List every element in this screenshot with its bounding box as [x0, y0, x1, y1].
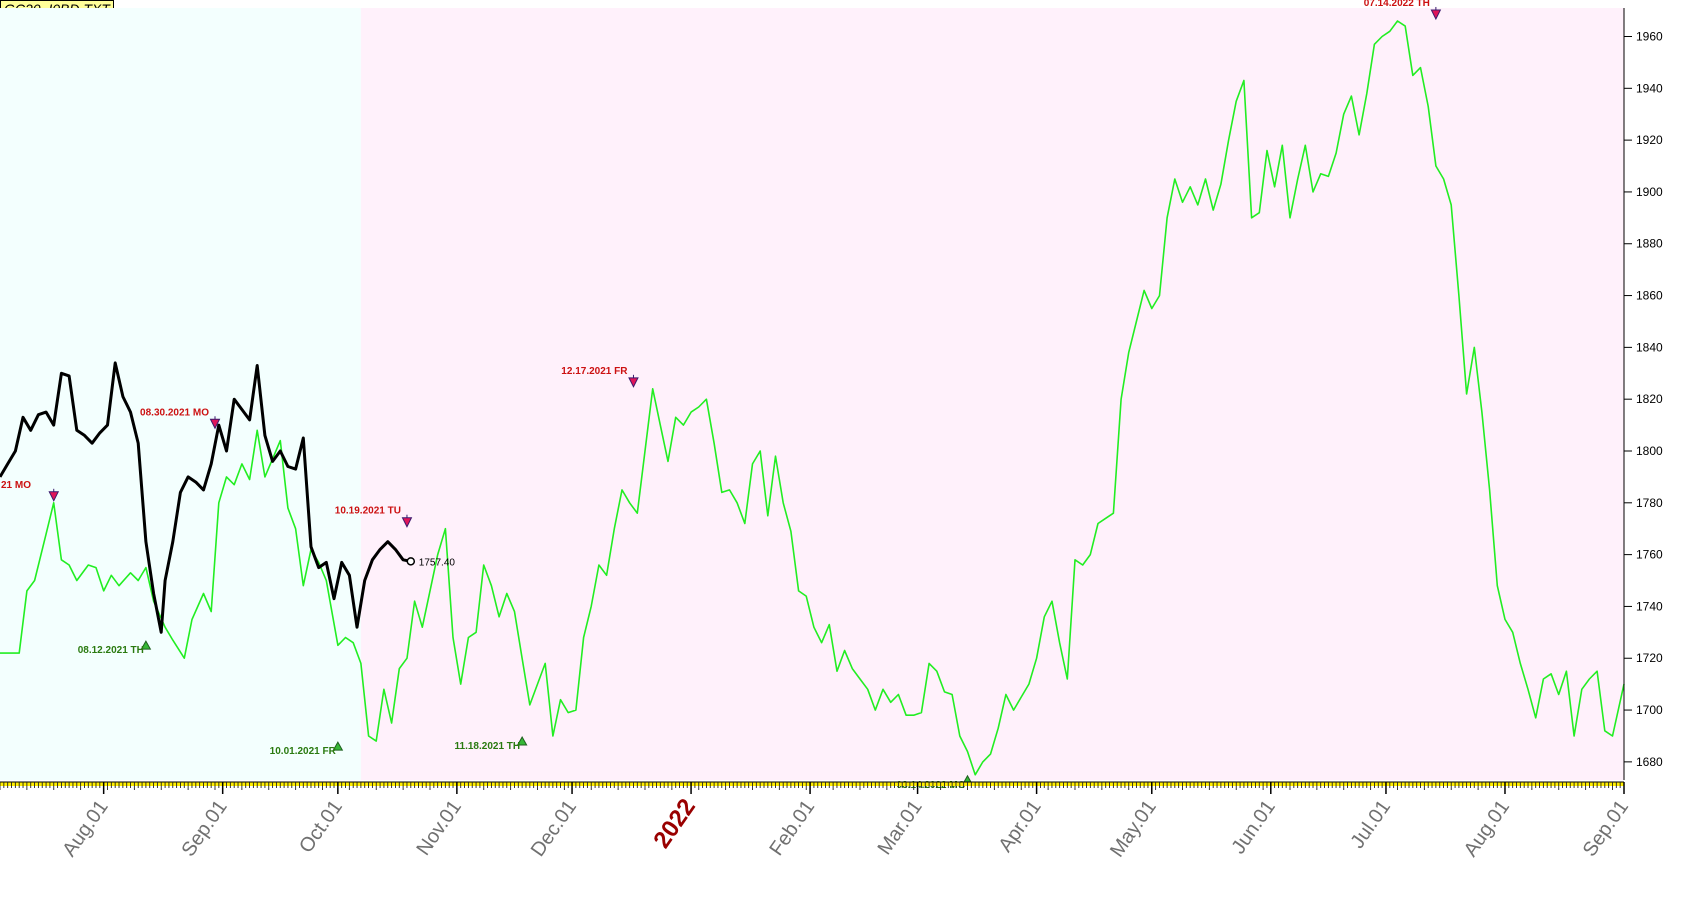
ruler-band	[0, 782, 1624, 786]
y-tick-label: 1920	[1636, 133, 1663, 147]
x-month-label: Jun.01	[1227, 796, 1279, 858]
history-background	[0, 8, 361, 780]
y-tick-label: 1840	[1636, 340, 1663, 354]
x-year-label: 2022	[648, 794, 701, 853]
pivot-top-label: 07.14.2022 TH	[1364, 0, 1430, 9]
y-tick-label: 1720	[1636, 651, 1663, 665]
actual-price-line	[0, 361, 412, 634]
series-lines: 1757.40	[0, 20, 1625, 776]
y-tick-label: 1860	[1636, 289, 1663, 303]
y-tick-label: 1820	[1636, 392, 1663, 406]
pivot-top-label: 08.30.2021 MO	[140, 407, 209, 418]
x-month-label: Nov.01	[412, 796, 466, 859]
projection-line	[0, 20, 1625, 776]
pivot-bottom-label: 10.01.2021 FR	[270, 746, 337, 757]
y-tick-label: 1700	[1636, 703, 1663, 717]
x-month-label: Aug.01	[1460, 796, 1514, 861]
x-month-label: Mar.01	[874, 796, 927, 859]
last-value-label: 1757.40	[419, 557, 456, 568]
pivot-top-label: 10.19.2021 TU	[335, 506, 401, 517]
y-tick-label: 1900	[1636, 185, 1663, 199]
x-axis: Aug.01 Sep.01 Oct.01 Nov.01 Dec.01 2022 Feb.01…	[58, 794, 1633, 861]
x-month-label: Feb.01	[765, 796, 819, 860]
x-month-label: Sep.01	[177, 796, 231, 861]
x-month-label: Aug.01	[58, 796, 112, 861]
time-ruler	[0, 781, 1625, 794]
x-month-label: Sep.01	[1579, 796, 1633, 861]
x-month-label: Dec.01	[527, 796, 581, 861]
y-tick-label: 1740	[1636, 599, 1663, 613]
pivot-bottom-label: 08.12.2021 TH	[78, 645, 144, 656]
y-tick-label: 1680	[1636, 755, 1663, 769]
y-tick-label: 1960	[1636, 29, 1663, 43]
y-tick-label: 1940	[1636, 81, 1663, 95]
pivot-bottom-marker	[332, 741, 344, 751]
x-month-label: Jul.01	[1346, 796, 1395, 852]
y-tick-label: 1880	[1636, 237, 1663, 251]
forecast-background	[360, 8, 1624, 780]
pivot-bottom-marker	[140, 640, 152, 650]
pivot-bottom-label: 11.18.2021 TH	[455, 741, 521, 752]
y-tick-label: 1780	[1636, 496, 1663, 510]
x-month-label: May.01	[1106, 796, 1161, 861]
x-month-label: Apr.01	[995, 796, 1046, 856]
pivot-top-marker	[628, 377, 639, 388]
pivot-top-label: 21 MO	[1, 480, 31, 491]
y-tick-label: 1760	[1636, 548, 1663, 562]
pivot-bottom-marker	[516, 735, 528, 746]
last-value-marker	[406, 557, 416, 566]
pivot-top-label: 12.17.2021 FR	[561, 366, 628, 377]
y-axis: 1680 1700 1720 1740 1760 1780 1800 1820 1840 1860…	[1623, 8, 1663, 780]
x-month-label: Oct.01	[295, 796, 347, 857]
y-tick-label: 1800	[1636, 444, 1663, 458]
